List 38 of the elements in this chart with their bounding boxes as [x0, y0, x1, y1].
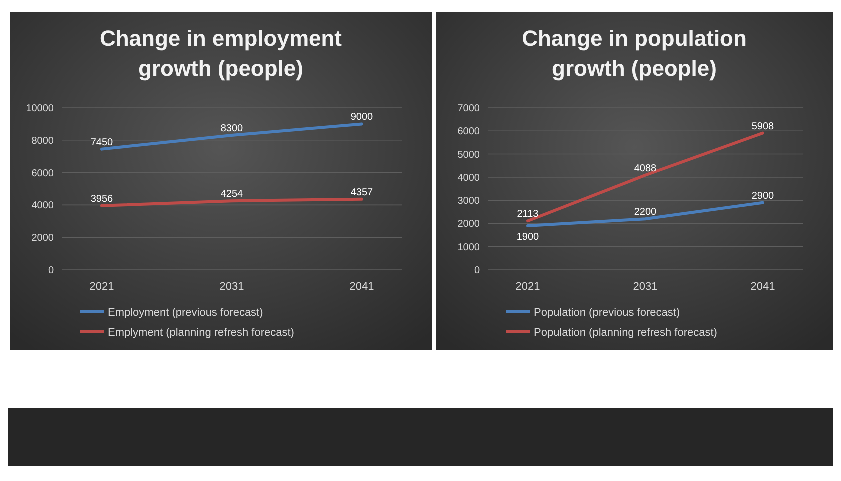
y-tick-label: 6000 [458, 126, 480, 138]
chart-title: Change in employment growth (people) [100, 26, 343, 81]
x-tick-label: 2041 [750, 281, 776, 293]
legend-label: Population (planning refresh forecast) [534, 327, 718, 339]
y-tick-label: 10000 [26, 104, 54, 114]
data-label: 2900 [752, 190, 775, 202]
data-label: 4357 [350, 187, 374, 198]
data-label: 1900 [516, 232, 540, 244]
data-label: 8300 [220, 124, 244, 135]
y-tick-label: 2000 [458, 219, 480, 230]
legend-label: Population (previous forecast) [534, 307, 680, 319]
y-tick-label: 4000 [32, 200, 54, 212]
y-tick-label: 6000 [32, 168, 54, 180]
x-tick-label: 2021 [90, 281, 114, 293]
y-tick-label: 5000 [458, 150, 480, 161]
data-label: 2200 [634, 207, 658, 218]
legend-label: Emplyment (planning refresh forecast) [108, 327, 294, 339]
data-label: 2113 [517, 209, 540, 220]
data-label: 9000 [350, 112, 374, 124]
y-tick-label: 0 [474, 266, 480, 276]
y-tick-label: 2000 [32, 233, 54, 244]
y-tick-label: 8000 [32, 136, 54, 147]
legend-label: Employment (previous forecast) [108, 307, 264, 319]
y-tick-label: 4000 [458, 172, 480, 184]
x-tick-label: 2031 [633, 281, 658, 293]
x-tick-label: 2021 [516, 281, 540, 293]
data-label: 7450 [90, 137, 114, 148]
data-label: 4254 [220, 189, 244, 200]
chart-title: Change in population growth (people) [522, 26, 747, 81]
data-label: 3956 [90, 194, 114, 205]
x-tick-label: 2031 [220, 281, 244, 293]
y-tick-label: 0 [48, 266, 54, 276]
y-tick-label: 3000 [458, 196, 480, 208]
y-tick-label: 1000 [458, 242, 480, 254]
data-label: 4088 [634, 163, 658, 174]
x-tick-label: 2041 [350, 281, 374, 293]
data-label: 5908 [752, 121, 775, 132]
y-tick-label: 7000 [458, 104, 480, 114]
